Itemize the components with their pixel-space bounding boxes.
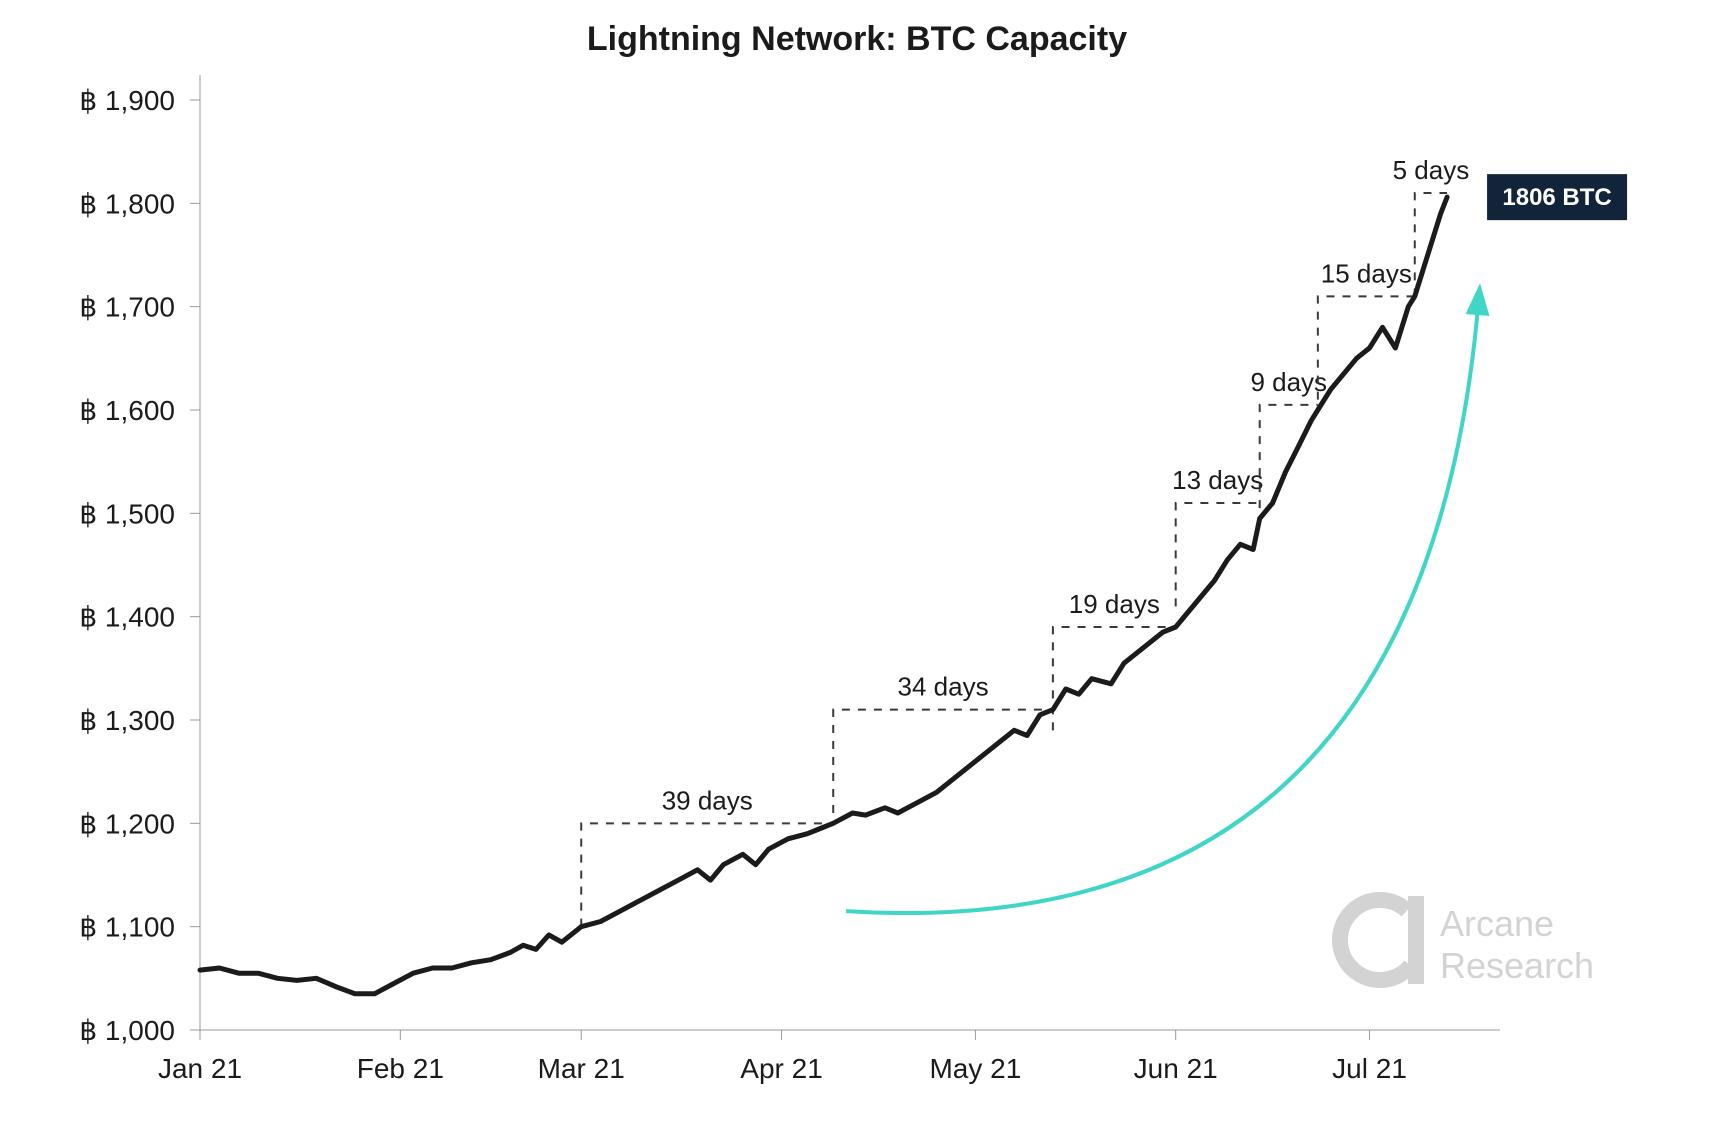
step-label: 39 days — [662, 785, 753, 815]
step-label: 9 days — [1250, 367, 1327, 397]
x-tick-label: Jan 21 — [158, 1053, 242, 1084]
x-tick-label: Feb 21 — [357, 1053, 444, 1084]
x-tick-label: Jul 21 — [1332, 1053, 1407, 1084]
chart-svg: ฿ 1,000 ฿ 1,100 ฿ 1,200 ฿ 1,300 ฿ 1,400 ฿ 1,5… — [0, 0, 1714, 1148]
y-tick-label: ฿ 1,800 — [79, 188, 175, 219]
acceleration-arrow — [846, 291, 1479, 913]
x-tick-label: May 21 — [929, 1053, 1021, 1084]
step-bracket — [1176, 503, 1260, 606]
y-tick-label: ฿ 1,100 — [79, 912, 175, 943]
step-label: 15 days — [1321, 258, 1412, 288]
y-tick-label: ฿ 1,300 — [79, 705, 175, 736]
watermark: ArcaneResearch — [1300, 884, 1594, 997]
step-bracket — [833, 710, 1053, 813]
step-label: 5 days — [1393, 155, 1470, 185]
step-label: 19 days — [1069, 589, 1160, 619]
step-label: 34 days — [898, 672, 989, 702]
svg-text:Arcane: Arcane — [1440, 903, 1554, 944]
y-tick-label: ฿ 1,700 — [79, 292, 175, 323]
y-tick-label: ฿ 1,200 — [79, 808, 175, 839]
chart-container: Lightning Network: BTC Capacity ฿ 1,000฿… — [0, 0, 1714, 1148]
series-line — [200, 197, 1447, 994]
y-tick-label: ฿ 1,000 — [79, 1015, 175, 1046]
x-tick-label: Apr 21 — [740, 1053, 823, 1084]
x-tick-label: Mar 21 — [538, 1053, 625, 1084]
y-tick-label: ฿ 1,400 — [79, 602, 175, 633]
svg-text:Research: Research — [1440, 945, 1594, 986]
y-tick-label: ฿ 1,600 — [79, 395, 175, 426]
y-tick-label: ฿ 1,500 — [79, 498, 175, 529]
x-tick-label: Jun 21 — [1134, 1053, 1218, 1084]
callout-text: 1806 BTC — [1502, 184, 1611, 211]
y-tick-label: ฿ 1,900 — [79, 85, 175, 116]
step-label: 13 days — [1172, 465, 1263, 495]
